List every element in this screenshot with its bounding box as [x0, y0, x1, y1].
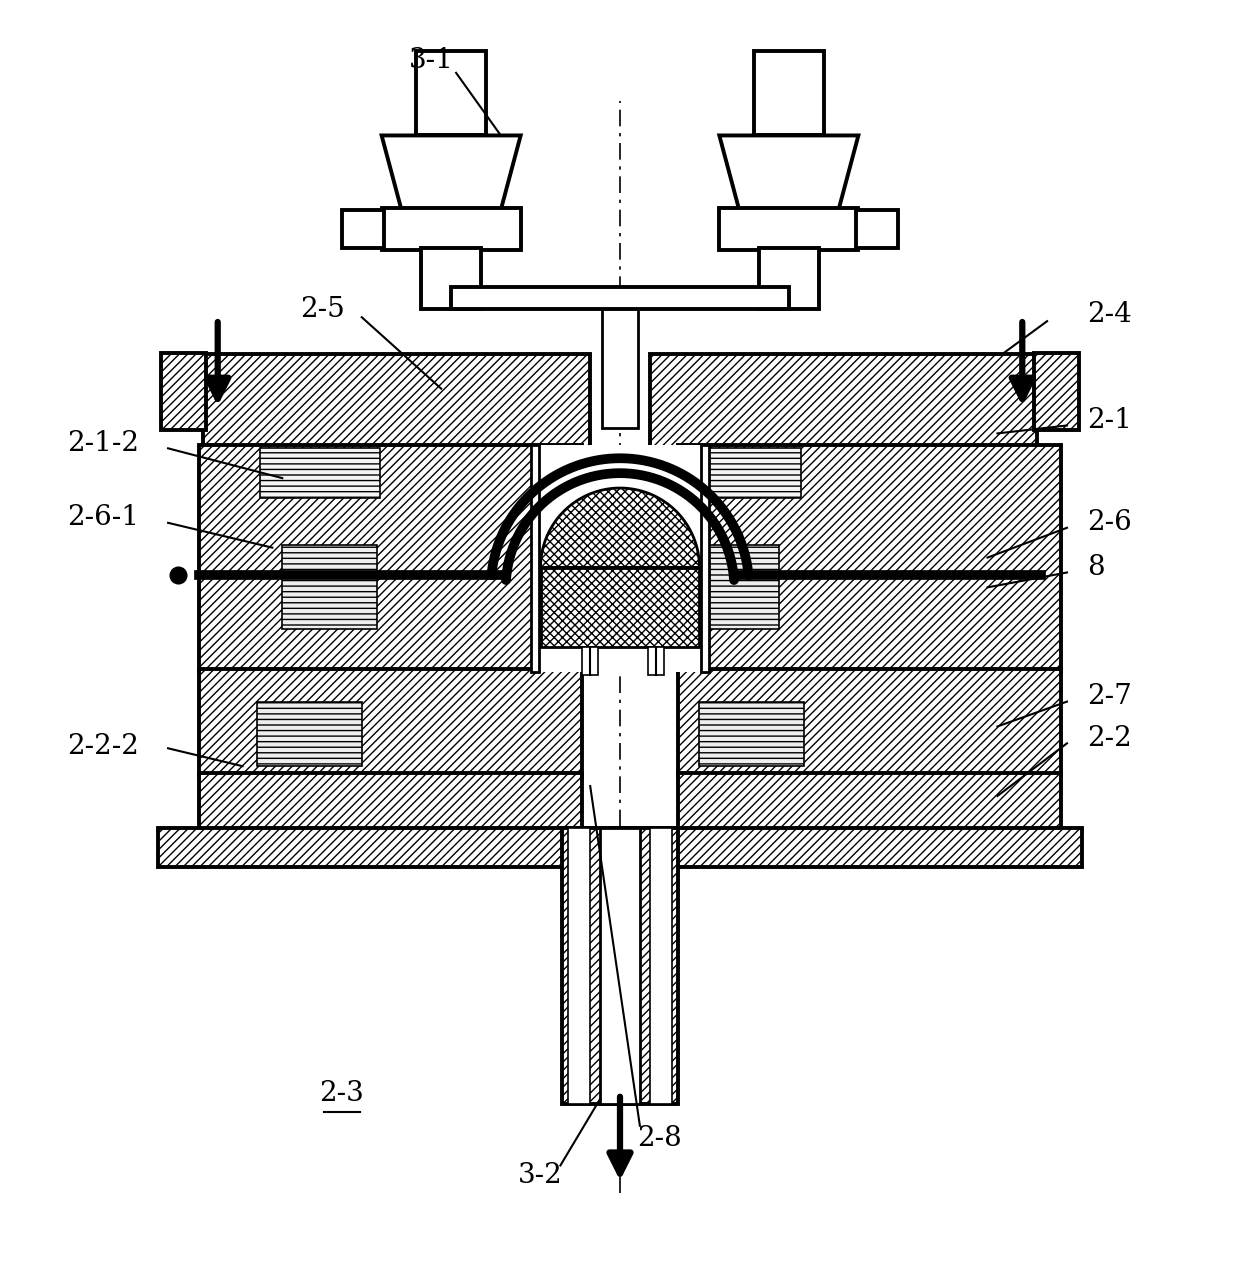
Bar — [451, 287, 789, 309]
Bar — [754, 51, 823, 135]
Bar — [759, 247, 818, 309]
Bar — [647, 647, 663, 674]
Bar — [684, 544, 779, 629]
Text: 2-2: 2-2 — [1086, 725, 1132, 752]
Bar — [563, 828, 677, 1104]
Bar — [702, 445, 709, 672]
Text: 2-8: 2-8 — [637, 1125, 682, 1152]
Polygon shape — [382, 135, 521, 210]
Bar — [283, 544, 377, 629]
Bar — [650, 828, 672, 1104]
Text: 2-2-2: 2-2-2 — [67, 732, 139, 759]
Text: 8: 8 — [1086, 553, 1105, 580]
Bar — [1034, 353, 1079, 430]
Bar — [198, 669, 583, 776]
Text: 2-4: 2-4 — [1086, 301, 1132, 328]
Bar — [677, 669, 1061, 776]
Bar — [541, 568, 699, 647]
Bar — [422, 247, 481, 309]
Bar — [260, 448, 379, 498]
Bar — [600, 828, 640, 1104]
Text: 3-1: 3-1 — [409, 48, 454, 75]
Bar — [417, 51, 486, 135]
Bar — [682, 448, 801, 498]
Bar — [203, 354, 590, 448]
Bar — [342, 210, 383, 247]
Bar — [198, 773, 583, 830]
Bar — [603, 290, 637, 429]
Polygon shape — [719, 135, 858, 210]
Bar — [536, 445, 704, 672]
Text: 2-1-2: 2-1-2 — [67, 430, 139, 457]
Bar — [382, 208, 521, 250]
Bar — [677, 445, 1061, 672]
Bar — [159, 828, 1081, 867]
Text: 2-1: 2-1 — [1086, 407, 1132, 434]
Bar — [161, 353, 206, 430]
Text: 2-6-1: 2-6-1 — [67, 505, 139, 532]
Text: 2-6: 2-6 — [1086, 510, 1132, 537]
Text: 2-3: 2-3 — [320, 1081, 365, 1107]
Bar — [699, 701, 804, 766]
Bar — [677, 773, 1061, 830]
Bar — [258, 701, 362, 766]
Text: 2-7: 2-7 — [1086, 683, 1132, 710]
Polygon shape — [541, 488, 699, 568]
Bar — [719, 208, 858, 250]
Bar — [650, 354, 1037, 448]
Bar — [857, 210, 898, 247]
Bar — [583, 647, 598, 674]
Bar — [198, 445, 583, 672]
Bar — [568, 828, 590, 1104]
Text: 2-5: 2-5 — [300, 296, 345, 323]
Text: 3-2: 3-2 — [518, 1162, 563, 1189]
Bar — [531, 445, 538, 672]
